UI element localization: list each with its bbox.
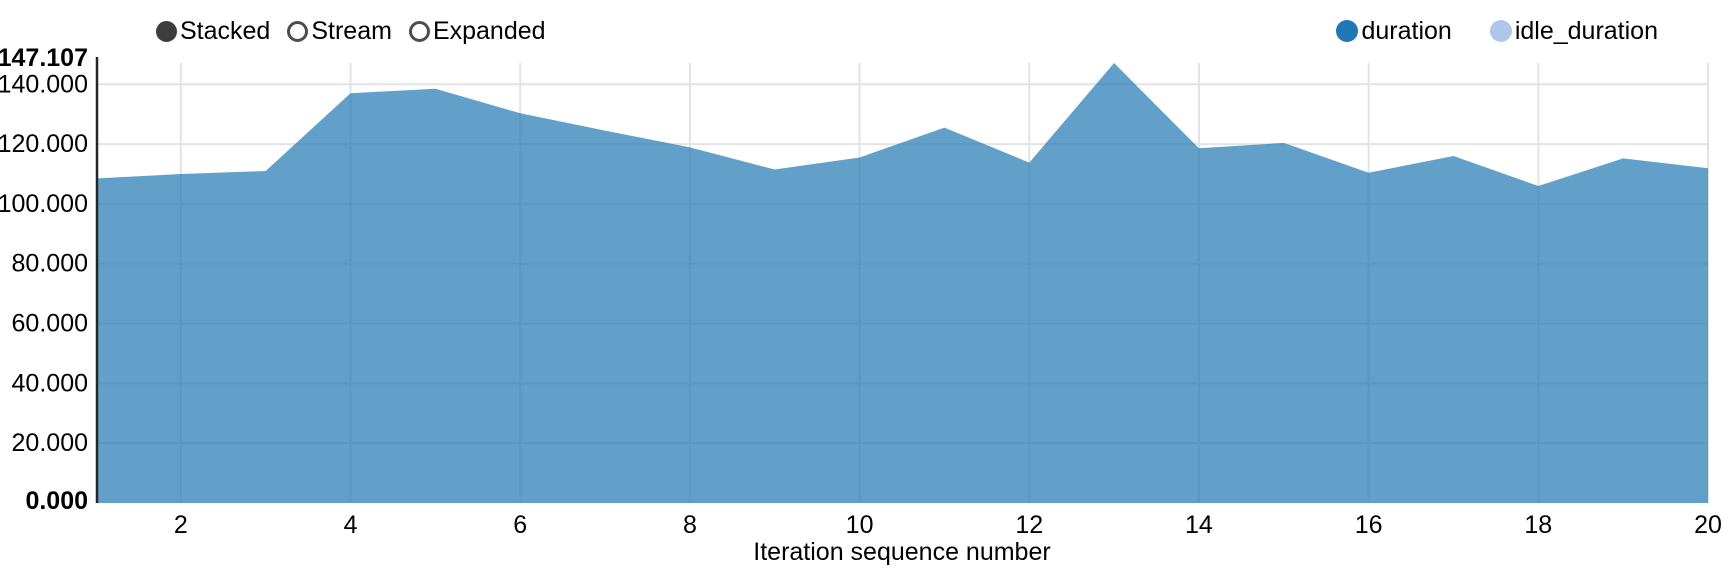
control-stacked[interactable]: Stacked [156, 18, 270, 44]
y-tick-label: 40.000 [12, 369, 88, 397]
x-tick-label: 18 [1524, 511, 1552, 539]
x-tick-label: 4 [344, 511, 358, 539]
x-tick-label: 6 [513, 511, 527, 539]
y-tick-label: 140.000 [0, 70, 88, 98]
control-stream[interactable]: Stream [287, 18, 392, 44]
y-tick-label: 120.000 [0, 130, 88, 158]
x-axis-title: Iteration sequence number [753, 538, 1050, 566]
x-tick-label: 10 [846, 511, 874, 539]
series-legend: duration idle_duration [1336, 18, 1658, 44]
y-tick-label: 60.000 [12, 310, 88, 338]
x-tick-label: 14 [1185, 511, 1213, 539]
legend-item-duration[interactable]: duration [1336, 17, 1452, 45]
x-tick-label: 8 [683, 511, 697, 539]
control-label: Expanded [432, 17, 546, 45]
legend-label: duration [1361, 17, 1452, 45]
control-label: Stream [311, 17, 392, 45]
y-tick-label: 20.000 [12, 429, 88, 457]
chart-style-controls: Stacked Stream Expanded [156, 18, 546, 44]
x-tick-label: 20 [1694, 511, 1722, 539]
area-duration[interactable] [96, 63, 1708, 503]
series-color-dot [1489, 20, 1512, 42]
x-tick-label: 16 [1355, 511, 1383, 539]
series-color-dot [1336, 20, 1359, 42]
legend-label: idle_duration [1514, 17, 1658, 45]
y-tick-label: 147.107 [0, 44, 88, 72]
y-tick-label: 0.000 [25, 487, 88, 515]
radio-icon [408, 20, 430, 42]
radio-icon [156, 20, 177, 42]
legend-item-idle-duration[interactable]: idle_duration [1489, 17, 1658, 45]
radio-icon [287, 20, 309, 42]
control-expanded[interactable]: Expanded [408, 17, 546, 45]
x-tick-label: 12 [1015, 511, 1043, 539]
y-tick-label: 80.000 [12, 250, 88, 278]
y-tick-label: 100.000 [0, 190, 88, 218]
control-label: Stacked [180, 17, 271, 45]
x-tick-label: 2 [174, 511, 188, 539]
